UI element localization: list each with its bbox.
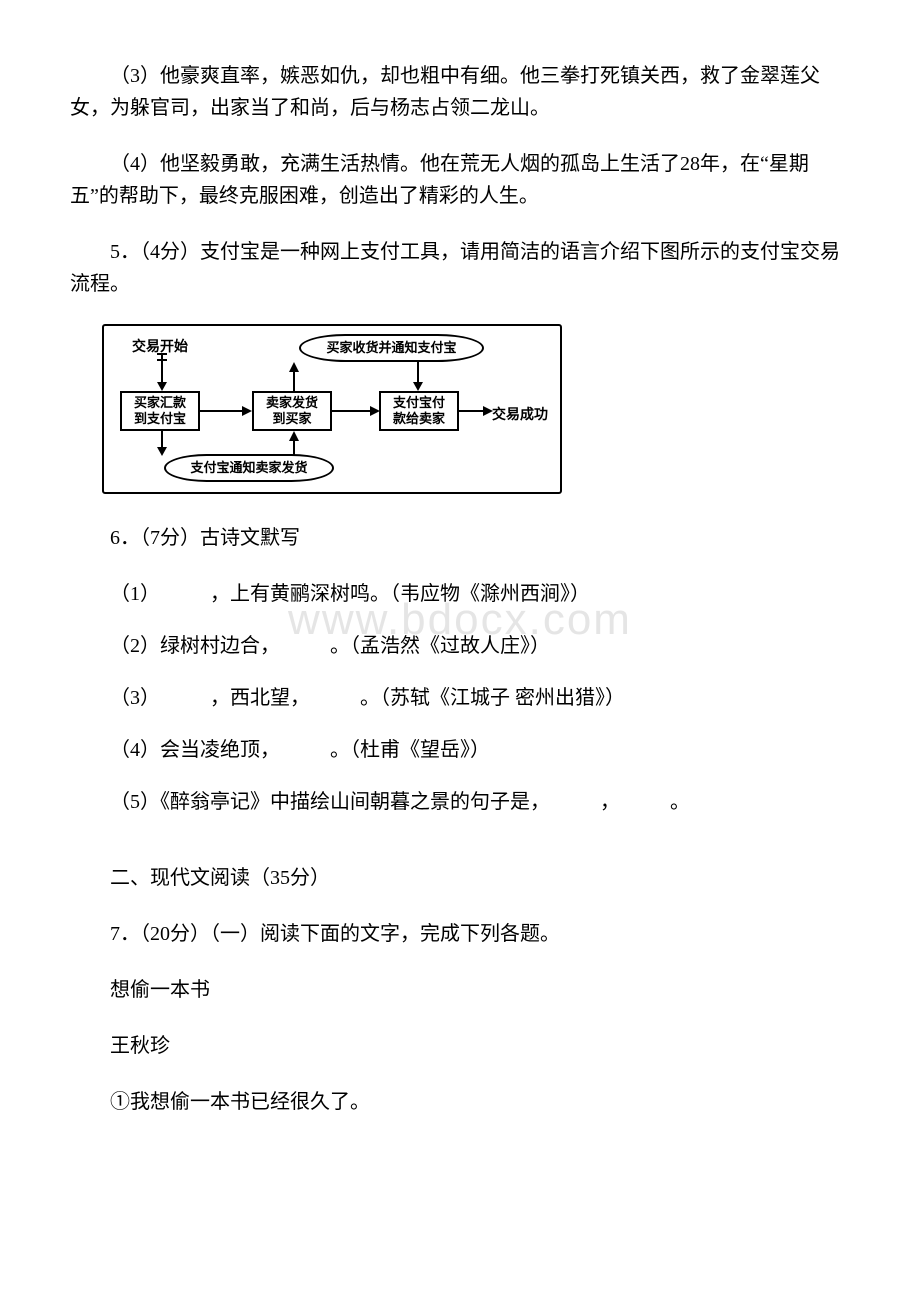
question-4-text: （4）他坚毅勇敢，充满生活热情。他在荒无人烟的孤岛上生活了28年，在“星期五”的…: [70, 148, 850, 212]
flow-box2-line1: 卖家发货到买家: [266, 395, 318, 426]
question-6-5: （5）《醉翁亭记》中描绘山间朝暮之景的句子是， ， 。: [70, 786, 850, 818]
passage-p1: ①我想偷一本书已经很久了。: [70, 1086, 850, 1118]
section-2-heading: 二、现代文阅读（35分）: [70, 862, 850, 894]
flow-box3-line1: 支付宝付款给卖家: [393, 395, 445, 426]
flow-label-success: 交易成功: [492, 404, 548, 424]
passage-title: 想偷一本书: [70, 974, 850, 1006]
arrow-start-to-box1: [154, 354, 174, 392]
flow-box-release: 支付宝付款给卖家: [379, 391, 459, 431]
question-6-3: （3） ，西北望， 。（苏轼《江城子 密州出猎》）: [70, 682, 850, 714]
arrow-box1-to-box2: [200, 406, 254, 418]
passage-author: 王秋珍: [70, 1030, 850, 1062]
flow-box-ship: 卖家发货到买家: [252, 391, 332, 431]
question-7-stem: 7．（20分）（一）阅读下面的文字，完成下列各题。: [70, 918, 850, 950]
question-6-4: （4）会当凌绝顶， 。（杜甫《望岳》）: [70, 734, 850, 766]
flow-box-pay-alipay: 买家汇款到支付宝: [120, 391, 200, 431]
flowchart-container: 交易开始 买家收货并通知支付宝 买家汇款到支付宝 卖家发货到买家 支付宝付款给卖…: [102, 324, 850, 494]
alipay-flowchart: 交易开始 买家收货并通知支付宝 买家汇款到支付宝 卖家发货到买家 支付宝付款给卖…: [102, 324, 562, 494]
question-3-text: （3）他豪爽直率，嫉恶如仇，却也粗中有细。他三拳打死镇关西，救了金翠莲父女，为躲…: [70, 60, 850, 124]
arrow-ovalbottom-to-box2: [286, 431, 306, 457]
flow-box1-line1: 买家汇款到支付宝: [134, 395, 186, 426]
arrow-ovaltop-to-box3: [410, 362, 430, 392]
question-5-stem: 5．（4分）支付宝是一种网上支付工具，请用简洁的语言介绍下图所示的支付宝交易流程…: [70, 236, 850, 300]
arrow-box3-to-success: [459, 406, 495, 418]
arrow-box2-to-box3: [332, 406, 382, 418]
arrow-box1-to-ovalbottom: [154, 431, 174, 457]
question-6-2: （2）绿树村边合， 。（孟浩然《过故人庄》）: [70, 630, 850, 662]
arrow-box2-to-ovaltop: [286, 362, 306, 392]
flow-oval-notify: 支付宝通知卖家发货: [164, 454, 334, 482]
question-6-1: （1） ，上有黄鹂深树鸣。（韦应物《滁州西涧》）: [70, 578, 850, 610]
question-6-stem: 6．（7分）古诗文默写: [70, 522, 850, 554]
flow-oval-receive: 买家收货并通知支付宝: [299, 334, 484, 362]
